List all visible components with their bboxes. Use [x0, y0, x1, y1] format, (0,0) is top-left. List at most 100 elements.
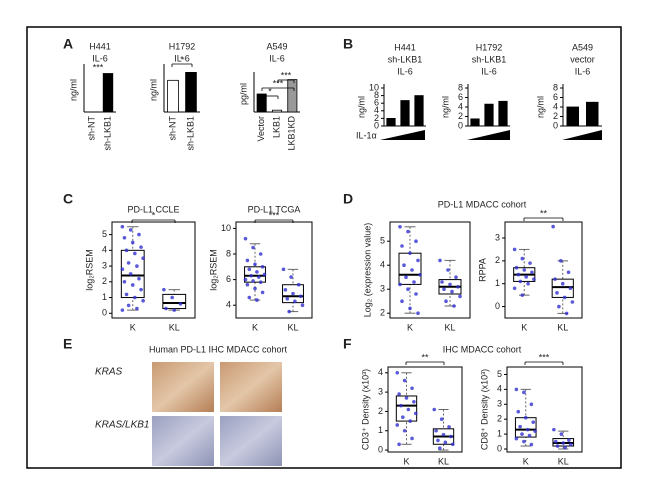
- data-point: [289, 275, 293, 279]
- data-point: [528, 261, 532, 265]
- box: [398, 252, 422, 285]
- data-point: [442, 287, 446, 292]
- data-point: [566, 270, 571, 275]
- image-panel-title: Human PD-L1 IHC MDACC cohort: [149, 344, 288, 354]
- data-point: [172, 308, 177, 312]
- x-tick-label: sh-NT: [167, 115, 177, 140]
- data-point: [438, 258, 442, 263]
- y-tick-label: 2: [102, 276, 107, 286]
- data-point: [300, 303, 305, 308]
- data-point: [533, 429, 537, 433]
- x-tick-label: sh-LKB1: [102, 116, 112, 151]
- data-point: [398, 225, 402, 229]
- data-point: [128, 272, 133, 276]
- data-point: [283, 288, 288, 292]
- box: [120, 249, 145, 299]
- y-tick-label: 0: [497, 443, 502, 453]
- data-point: [524, 275, 528, 279]
- data-point: [406, 287, 410, 292]
- data-point: [523, 415, 528, 420]
- data-point: [559, 259, 563, 263]
- data-point: [139, 287, 143, 292]
- data-point: [412, 280, 416, 284]
- y-tick-label: 4: [378, 367, 383, 377]
- y-axis-label: Log₂ (expression value): [362, 223, 372, 318]
- x-tick-label: LKB1KD: [287, 116, 297, 151]
- bar: [256, 93, 267, 113]
- data-point: [243, 236, 248, 241]
- y-tick-label: 6: [226, 274, 231, 284]
- data-point: [287, 309, 292, 314]
- data-point: [447, 425, 451, 429]
- bar: [470, 118, 480, 127]
- data-point: [552, 427, 556, 432]
- chart-label: IL-6: [397, 66, 413, 76]
- bar: [185, 72, 197, 113]
- data-point: [448, 282, 452, 287]
- data-point: [512, 247, 517, 252]
- data-point: [398, 282, 402, 287]
- plot-frame: [389, 221, 471, 319]
- y-axis-label: pg/ml: [238, 83, 248, 105]
- data-point: [135, 306, 139, 311]
- plot-frame: [235, 221, 313, 319]
- significance-label: ***: [539, 352, 550, 362]
- data-point: [553, 439, 558, 444]
- data-point: [164, 306, 168, 311]
- data-point: [406, 407, 411, 412]
- data-point: [458, 294, 462, 299]
- data-point: [135, 264, 139, 268]
- y-tick-label: 2: [374, 113, 379, 123]
- data-point: [559, 432, 564, 436]
- bar: [566, 106, 580, 127]
- panel-label: F: [343, 336, 352, 352]
- data-point: [126, 303, 131, 308]
- data-point: [518, 279, 523, 284]
- ihc-image: [152, 416, 214, 466]
- data-point: [249, 273, 253, 278]
- data-point: [258, 280, 263, 284]
- data-point: [414, 292, 418, 296]
- y-tick-label: 2: [497, 414, 502, 424]
- data-point: [522, 390, 526, 395]
- data-point: [399, 403, 403, 408]
- data-point: [520, 432, 524, 436]
- y-tick-label: 0: [553, 120, 558, 130]
- x-tick-label: sh-LKB1: [185, 116, 195, 151]
- significance-label: **: [540, 208, 548, 218]
- data-point: [522, 439, 526, 444]
- bar: [386, 118, 396, 127]
- x-tick-label: KL: [558, 456, 569, 466]
- panel-label: D: [343, 191, 353, 207]
- chart-title: IHC MDACC cohort: [443, 344, 522, 354]
- x-tick-label: Vector: [256, 116, 266, 142]
- x-tick-label: K: [521, 322, 527, 332]
- data-point: [568, 442, 573, 447]
- data-point: [518, 424, 522, 429]
- data-point: [449, 434, 453, 439]
- data-point: [130, 240, 135, 245]
- data-point: [406, 229, 410, 234]
- plot-frame: [111, 221, 196, 319]
- dose-wedge: [562, 130, 602, 140]
- data-point: [531, 420, 536, 424]
- data-point: [170, 295, 174, 300]
- chart-subtitle: sh-LKB1: [472, 54, 507, 64]
- data-point: [529, 402, 534, 407]
- y-axis-label: log₂RSEM: [84, 249, 94, 291]
- data-point: [404, 396, 409, 400]
- y-axis-label: ng/ml: [535, 96, 545, 118]
- data-point: [520, 293, 525, 297]
- data-point: [413, 411, 418, 416]
- y-tick-label: 1: [102, 292, 107, 302]
- y-tick-label: 1: [495, 278, 500, 288]
- data-point: [557, 304, 561, 309]
- data-point: [397, 442, 401, 447]
- y-tick-label: 2: [553, 111, 558, 121]
- x-tick-label: LKB1: [271, 116, 281, 138]
- data-point: [416, 311, 420, 316]
- data-point: [133, 295, 137, 300]
- plot-frame: [387, 366, 463, 453]
- x-tick-label: K: [252, 322, 258, 332]
- data-point: [567, 438, 571, 442]
